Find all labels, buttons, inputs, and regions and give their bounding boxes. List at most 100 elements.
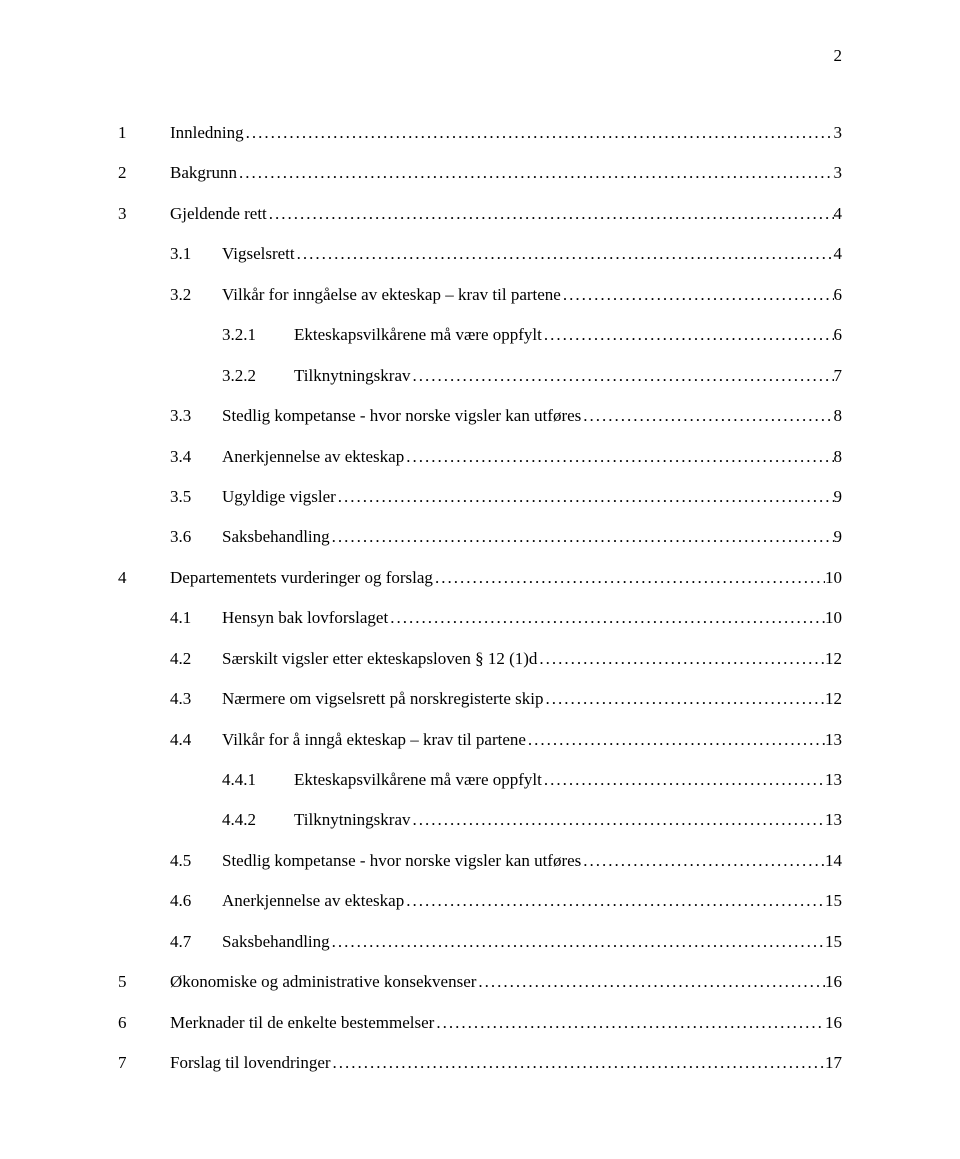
toc-entry-title: Saksbehandling — [222, 931, 330, 954]
toc-entry-page: 3 — [834, 122, 843, 145]
toc-leader-dots — [544, 688, 825, 711]
toc-entry-title: Økonomiske og administrative konsekvense… — [170, 971, 476, 994]
toc-entry: 3Gjeldende rett 4 — [118, 203, 842, 226]
toc-leader-dots — [411, 365, 834, 388]
toc-entry-title: Vigselsrett — [222, 243, 295, 266]
toc-leader-dots — [537, 648, 825, 671]
toc-leader-dots — [404, 890, 825, 913]
toc-entry-number: 3.2 — [170, 284, 222, 307]
toc-entry-page: 15 — [825, 931, 842, 954]
toc-entry-title: Anerkjennelse av ekteskap — [222, 446, 404, 469]
toc-leader-dots — [331, 1052, 825, 1075]
toc-entry-page: 7 — [834, 365, 843, 388]
toc-entry: 3.2.2Tilknytningskrav 7 — [118, 365, 842, 388]
toc-entry-number: 4.1 — [170, 607, 222, 630]
toc-entry-page: 6 — [834, 284, 843, 307]
toc-entry-page: 3 — [834, 162, 843, 185]
toc-entry-page: 4 — [834, 243, 843, 266]
toc-entry: 2Bakgrunn 3 — [118, 162, 842, 185]
toc-entry-title: Departementets vurderinger og forslag — [170, 567, 433, 590]
toc-entry: 4.1Hensyn bak lovforslaget 10 — [118, 607, 842, 630]
toc-entry: 4.4.1Ekteskapsvilkårene må være oppfylt … — [118, 769, 842, 792]
page-number: 2 — [834, 46, 843, 66]
toc-leader-dots — [581, 405, 833, 428]
toc-entry-number: 3.2.1 — [222, 324, 294, 347]
toc-entry: 5Økonomiske og administrative konsekvens… — [118, 971, 842, 994]
toc-entry-number: 4.2 — [170, 648, 222, 671]
toc-leader-dots — [476, 971, 825, 994]
toc-entry-number: 6 — [118, 1012, 170, 1035]
toc-entry-title: Forslag til lovendringer — [170, 1052, 331, 1075]
toc-entry: 4.2Særskilt vigsler etter ekteskapsloven… — [118, 648, 842, 671]
toc-entry-title: Vilkår for å inngå ekteskap – krav til p… — [222, 729, 526, 752]
toc-entry-title: Vilkår for inngåelse av ekteskap – krav … — [222, 284, 561, 307]
toc-entry-page: 8 — [834, 405, 843, 428]
toc-entry-page: 16 — [825, 1012, 842, 1035]
toc-entry: 4.6Anerkjennelse av ekteskap 15 — [118, 890, 842, 913]
toc-entry-number: 1 — [118, 122, 170, 145]
toc-entry-page: 13 — [825, 729, 842, 752]
toc-leader-dots — [295, 243, 834, 266]
toc-entry: 4.7Saksbehandling 15 — [118, 931, 842, 954]
toc-entry-page: 17 — [825, 1052, 842, 1075]
toc-entry-number: 3.4 — [170, 446, 222, 469]
toc-entry: 3.2.1Ekteskapsvilkårene må være oppfylt … — [118, 324, 842, 347]
toc-entry: 4Departementets vurderinger og forslag 1… — [118, 567, 842, 590]
toc-leader-dots — [542, 769, 825, 792]
toc-entry: 3.6Saksbehandling 9 — [118, 526, 842, 549]
toc-entry-number: 3.1 — [170, 243, 222, 266]
toc-entry: 3.2Vilkår for inngåelse av ekteskap – kr… — [118, 284, 842, 307]
toc-entry: 6Merknader til de enkelte bestemmelser 1… — [118, 1012, 842, 1035]
toc-entry-title: Innledning — [170, 122, 244, 145]
toc-entry-title: Nærmere om vigselsrett på norskregistert… — [222, 688, 544, 711]
toc-entry-page: 8 — [834, 446, 843, 469]
toc-entry-page: 12 — [825, 648, 842, 671]
toc-leader-dots — [330, 526, 834, 549]
toc-entry-number: 2 — [118, 162, 170, 185]
toc-entry-title: Ugyldige vigsler — [222, 486, 336, 509]
toc-entry-page: 4 — [834, 203, 843, 226]
toc-entry-page: 10 — [825, 567, 842, 590]
toc-entry-page: 12 — [825, 688, 842, 711]
toc-entry-number: 4.3 — [170, 688, 222, 711]
toc-entry-title: Ekteskapsvilkårene må være oppfylt — [294, 769, 542, 792]
toc-entry-page: 6 — [834, 324, 843, 347]
toc-entry: 3.1Vigselsrett 4 — [118, 243, 842, 266]
toc-entry-number: 4.5 — [170, 850, 222, 873]
toc-entry-title: Anerkjennelse av ekteskap — [222, 890, 404, 913]
toc-entry-number: 3.6 — [170, 526, 222, 549]
toc-entry-number: 3.5 — [170, 486, 222, 509]
toc-entry-page: 16 — [825, 971, 842, 994]
toc-entry-page: 14 — [825, 850, 842, 873]
toc-leader-dots — [433, 567, 825, 590]
table-of-contents: 1Innledning 32Bakgrunn 33Gjeldende rett … — [118, 122, 842, 1093]
toc-entry-title: Saksbehandling — [222, 526, 330, 549]
toc-entry: 4.5Stedlig kompetanse - hvor norske vigs… — [118, 850, 842, 873]
toc-entry: 4.4.2Tilknytningskrav 13 — [118, 809, 842, 832]
toc-entry-title: Hensyn bak lovforslaget — [222, 607, 388, 630]
toc-entry: 4.3Nærmere om vigselsrett på norskregist… — [118, 688, 842, 711]
toc-entry-page: 9 — [834, 486, 843, 509]
toc-leader-dots — [526, 729, 825, 752]
toc-entry-number: 3.3 — [170, 405, 222, 428]
toc-leader-dots — [330, 931, 825, 954]
toc-entry-title: Bakgrunn — [170, 162, 237, 185]
toc-entry-title: Stedlig kompetanse - hvor norske vigsler… — [222, 405, 581, 428]
toc-entry-title: Tilknytningskrav — [294, 365, 411, 388]
toc-entry-number: 4.4.2 — [222, 809, 294, 832]
toc-entry-number: 7 — [118, 1052, 170, 1075]
toc-entry-number: 4.4 — [170, 729, 222, 752]
toc-leader-dots — [404, 446, 833, 469]
toc-entry-number: 3 — [118, 203, 170, 226]
toc-entry: 3.4Anerkjennelse av ekteskap 8 — [118, 446, 842, 469]
toc-entry-title: Ekteskapsvilkårene må være oppfylt — [294, 324, 542, 347]
toc-entry-number: 3.2.2 — [222, 365, 294, 388]
toc-entry: 1Innledning 3 — [118, 122, 842, 145]
toc-entry: 3.3Stedlig kompetanse - hvor norske vigs… — [118, 405, 842, 428]
toc-leader-dots — [388, 607, 825, 630]
toc-entry-page: 13 — [825, 809, 842, 832]
toc-entry: 7Forslag til lovendringer 17 — [118, 1052, 842, 1075]
toc-entry-number: 4 — [118, 567, 170, 590]
toc-entry-page: 15 — [825, 890, 842, 913]
toc-leader-dots — [244, 122, 834, 145]
